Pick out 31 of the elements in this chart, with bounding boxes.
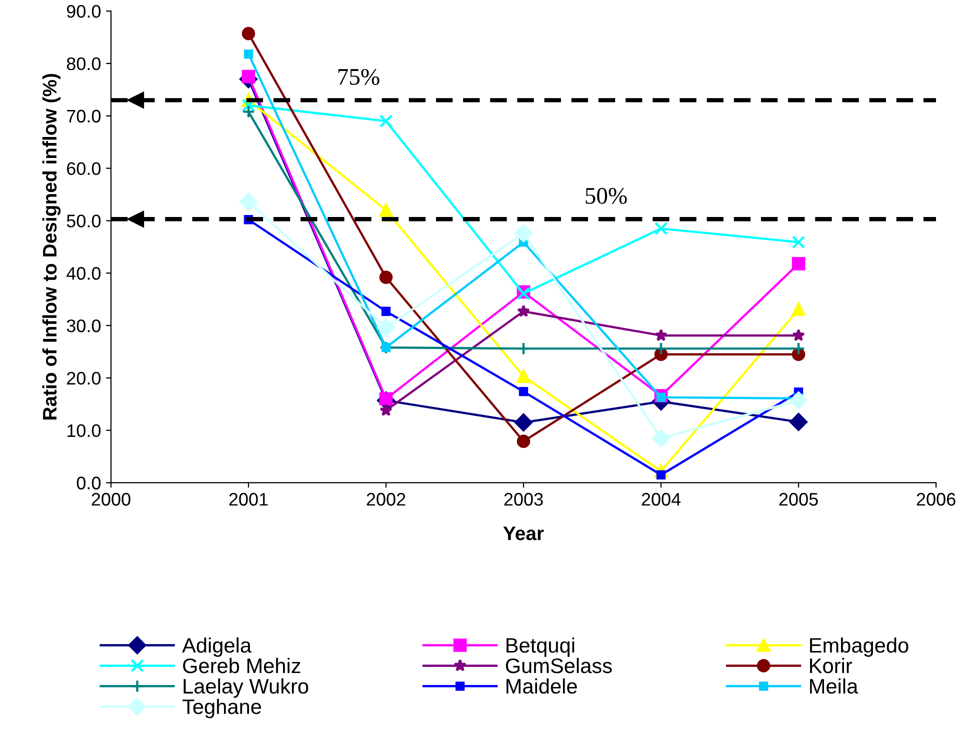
y-tick-label: 20.0 bbox=[67, 372, 101, 385]
y-tick-label: 10.0 bbox=[67, 424, 101, 438]
x-tick-label: 2000 bbox=[92, 492, 130, 506]
annotation: 75% bbox=[338, 68, 380, 85]
legend-label: GumSelass bbox=[506, 658, 612, 674]
x-tick-label: 2003 bbox=[504, 492, 543, 506]
y-tick-label: 40.0 bbox=[66, 267, 101, 280]
y-tick-label: 70.0 bbox=[67, 110, 101, 123]
x-axis-title: Year bbox=[503, 526, 544, 540]
legend-label: Betquqi bbox=[506, 637, 574, 657]
y-tick-label: 90.0 bbox=[66, 4, 101, 18]
y-tick-label: 0.0 bbox=[76, 476, 101, 490]
x-tick-label: 2004 bbox=[642, 492, 681, 506]
y-tick-label: 30.0 bbox=[66, 319, 101, 332]
legend-label: Meila bbox=[810, 678, 858, 694]
y-tick-label: 80.0 bbox=[66, 57, 101, 70]
x-tick-label: 2006 bbox=[916, 492, 956, 506]
legend-label: Maidele bbox=[506, 678, 577, 694]
y-tick-label: 60.0 bbox=[67, 162, 101, 175]
legend-label: Laelay Wukro bbox=[184, 678, 308, 698]
y-tick-label: 50.0 bbox=[66, 214, 101, 228]
legend-label: Teghane bbox=[182, 698, 262, 718]
x-tick-label: 2001 bbox=[229, 492, 268, 506]
legend-label: Adigela bbox=[182, 637, 252, 657]
legend-label: Embagedo bbox=[810, 637, 908, 657]
y-axis-title: Ratio of Inflow to Designed inflow (%) bbox=[42, 74, 61, 420]
x-tick-label: 2002 bbox=[366, 492, 406, 506]
annotation: 50% bbox=[586, 188, 627, 204]
x-tick-label: 2005 bbox=[779, 492, 818, 506]
legend-label: Gereb Mehiz bbox=[183, 658, 300, 674]
legend-label: Korir bbox=[810, 658, 852, 674]
